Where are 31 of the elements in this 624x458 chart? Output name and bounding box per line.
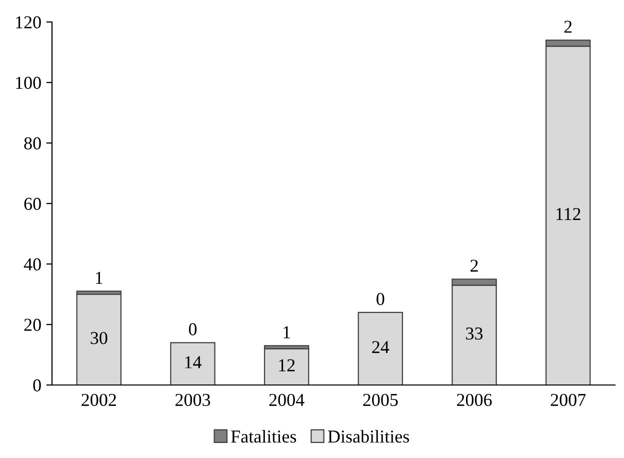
legend-label: Fatalities — [231, 430, 296, 443]
y-tick-label: 20 — [24, 318, 41, 331]
y-tick-label: 40 — [24, 258, 41, 270]
x-tick-label: 2005 — [363, 394, 398, 406]
x-tick-label: 2006 — [456, 394, 492, 406]
data-label: 112 — [556, 208, 580, 220]
data-label: 0 — [188, 323, 197, 336]
data-label: 1 — [96, 272, 102, 284]
x-tick-label: 2002 — [82, 394, 116, 406]
data-label: 1 — [284, 326, 290, 338]
data-label: 30 — [90, 332, 108, 344]
x-tick-label: 2003 — [175, 394, 210, 406]
x-tick-label: 2004 — [269, 394, 304, 406]
x-tick-label: 2007 — [550, 394, 586, 406]
bar — [170, 342, 216, 385]
y-tick-label: 80 — [24, 137, 41, 150]
legend-label: Disabilities — [328, 430, 410, 443]
data-label: 2 — [470, 260, 478, 272]
y-tick-label: 100 — [16, 76, 41, 89]
y-tick-label: 120 — [16, 16, 41, 28]
data-label: 14 — [185, 356, 202, 368]
data-label: 2 — [564, 20, 572, 33]
data-label: 24 — [372, 341, 390, 354]
data-label: 0 — [376, 292, 384, 306]
data-label: 33 — [466, 327, 483, 340]
bar — [264, 348, 310, 385]
data-label: 12 — [279, 359, 295, 372]
bar — [358, 312, 404, 385]
y-tick-label: 60 — [24, 198, 41, 210]
y-tick-label: 0 — [33, 379, 41, 392]
bar — [76, 294, 122, 385]
